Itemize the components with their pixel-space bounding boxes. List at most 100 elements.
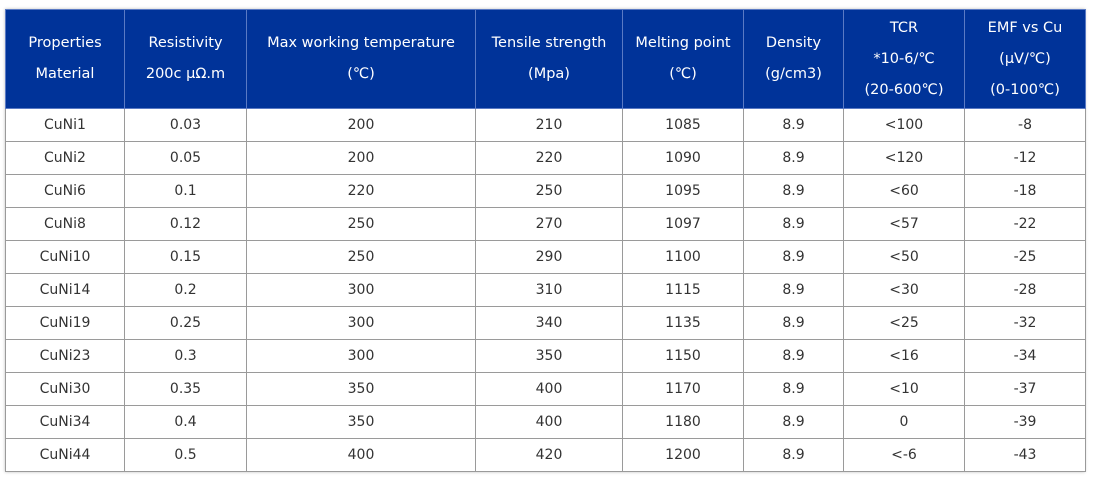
cell-density: 8.9 [743, 207, 844, 241]
cell-tcr: <100 [843, 108, 965, 142]
table-row: CuNi1 0.03 200 210 1085 8.9 <100 -8 [5, 108, 1086, 142]
table-row: CuNi30 0.35 350 400 1170 8.9 <10 -37 [5, 372, 1086, 406]
cell-resistivity: 0.15 [124, 240, 247, 274]
cell-density: 8.9 [743, 273, 844, 307]
header-max-working-temperature: Max working temperature (℃) [246, 9, 476, 109]
cell-emf-vs-cu: -18 [964, 174, 1086, 208]
cell-density: 8.9 [743, 141, 844, 175]
cell-melting-point: 1180 [622, 405, 744, 439]
cell-material: CuNi8 [5, 207, 125, 241]
cell-tcr: <57 [843, 207, 965, 241]
header-line: (℃) [669, 66, 697, 82]
cell-tensile-strength: 340 [475, 306, 623, 340]
table-row: CuNi6 0.1 220 250 1095 8.9 <60 -18 [5, 174, 1086, 208]
cell-max-working-temperature: 350 [246, 372, 476, 406]
cell-density: 8.9 [743, 108, 844, 142]
cell-resistivity: 0.05 [124, 141, 247, 175]
cell-material: CuNi10 [5, 240, 125, 274]
header-line: Material [35, 66, 95, 82]
cell-tensile-strength: 400 [475, 372, 623, 406]
table-row: CuNi10 0.15 250 290 1100 8.9 <50 -25 [5, 240, 1086, 274]
cell-resistivity: 0.2 [124, 273, 247, 307]
cell-density: 8.9 [743, 339, 844, 373]
cell-melting-point: 1135 [622, 306, 744, 340]
table-row: CuNi2 0.05 200 220 1090 8.9 <120 -12 [5, 141, 1086, 175]
cell-tensile-strength: 290 [475, 240, 623, 274]
cell-tcr: <-6 [843, 438, 965, 472]
cell-tensile-strength: 210 [475, 108, 623, 142]
cell-material: CuNi6 [5, 174, 125, 208]
cell-max-working-temperature: 200 [246, 108, 476, 142]
header-line: (Mpa) [528, 66, 570, 82]
cell-melting-point: 1100 [622, 240, 744, 274]
cell-max-working-temperature: 220 [246, 174, 476, 208]
cell-resistivity: 0.25 [124, 306, 247, 340]
cell-emf-vs-cu: -8 [964, 108, 1086, 142]
cell-emf-vs-cu: -39 [964, 405, 1086, 439]
header-emf-vs-cu: EMF vs Cu (μV/℃) (0-100℃) [964, 9, 1086, 109]
cell-emf-vs-cu: -12 [964, 141, 1086, 175]
cell-melting-point: 1170 [622, 372, 744, 406]
properties-table-container: Properties Material Resistivity 200c μΩ.… [5, 9, 1086, 472]
cell-resistivity: 0.12 [124, 207, 247, 241]
header-tensile-strength: Tensile strength (Mpa) [475, 9, 623, 109]
table-header: Properties Material Resistivity 200c μΩ.… [5, 9, 1086, 109]
header-line: Tensile strength [491, 35, 607, 51]
cell-max-working-temperature: 350 [246, 405, 476, 439]
cell-density: 8.9 [743, 240, 844, 274]
cell-material: CuNi34 [5, 405, 125, 439]
cell-melting-point: 1115 [622, 273, 744, 307]
cell-resistivity: 0.5 [124, 438, 247, 472]
cell-tensile-strength: 250 [475, 174, 623, 208]
header-tcr: TCR *10-6/℃ (20-600℃) [843, 9, 965, 109]
cell-tensile-strength: 220 [475, 141, 623, 175]
cell-tensile-strength: 270 [475, 207, 623, 241]
cell-emf-vs-cu: -34 [964, 339, 1086, 373]
cell-emf-vs-cu: -32 [964, 306, 1086, 340]
table-row: CuNi23 0.3 300 350 1150 8.9 <16 -34 [5, 339, 1086, 373]
cell-tcr: <50 [843, 240, 965, 274]
header-line: Density [765, 35, 822, 51]
cell-melting-point: 1200 [622, 438, 744, 472]
cell-tensile-strength: 350 [475, 339, 623, 373]
cell-emf-vs-cu: -25 [964, 240, 1086, 274]
cell-max-working-temperature: 400 [246, 438, 476, 472]
header-properties-material: Properties Material [5, 9, 125, 109]
cell-melting-point: 1150 [622, 339, 744, 373]
cell-material: CuNi30 [5, 372, 125, 406]
cell-emf-vs-cu: -22 [964, 207, 1086, 241]
cell-material: CuNi44 [5, 438, 125, 472]
cell-tensile-strength: 400 [475, 405, 623, 439]
cell-max-working-temperature: 250 [246, 207, 476, 241]
header-line: Resistivity [148, 35, 223, 51]
cell-tcr: <16 [843, 339, 965, 373]
cell-max-working-temperature: 300 [246, 273, 476, 307]
header-line: Properties [28, 35, 102, 51]
cell-resistivity: 0.1 [124, 174, 247, 208]
cell-emf-vs-cu: -28 [964, 273, 1086, 307]
header-melting-point: Melting point (℃) [622, 9, 744, 109]
cell-max-working-temperature: 300 [246, 339, 476, 373]
cell-tcr: <30 [843, 273, 965, 307]
header-line: Max working temperature [267, 35, 455, 51]
cell-melting-point: 1097 [622, 207, 744, 241]
header-density: Density (g/cm3) [743, 9, 844, 109]
cell-max-working-temperature: 300 [246, 306, 476, 340]
table-row: CuNi34 0.4 350 400 1180 8.9 0 -39 [5, 405, 1086, 439]
cell-resistivity: 0.4 [124, 405, 247, 439]
cuni-properties-table: Properties Material Resistivity 200c μΩ.… [5, 9, 1086, 472]
table-row: CuNi8 0.12 250 270 1097 8.9 <57 -22 [5, 207, 1086, 241]
cell-max-working-temperature: 250 [246, 240, 476, 274]
cell-melting-point: 1095 [622, 174, 744, 208]
cell-material: CuNi19 [5, 306, 125, 340]
cell-density: 8.9 [743, 174, 844, 208]
header-line: EMF vs Cu [987, 19, 1063, 36]
cell-resistivity: 0.35 [124, 372, 247, 406]
cell-emf-vs-cu: -43 [964, 438, 1086, 472]
cell-tcr: <60 [843, 174, 965, 208]
cell-tcr: <10 [843, 372, 965, 406]
header-line: (0-100℃) [990, 81, 1060, 98]
cell-tensile-strength: 420 [475, 438, 623, 472]
cell-melting-point: 1090 [622, 141, 744, 175]
cell-material: CuNi1 [5, 108, 125, 142]
